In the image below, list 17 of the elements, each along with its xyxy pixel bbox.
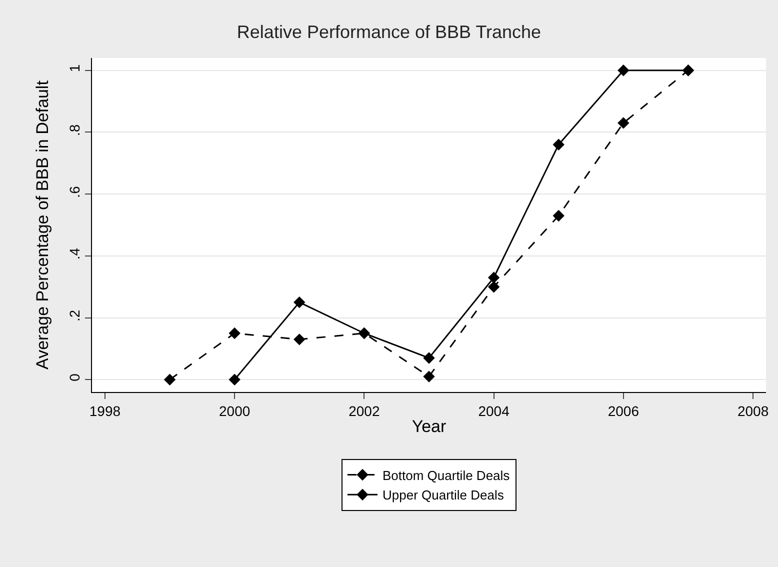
legend-label: Upper Quartile Deals: [382, 488, 504, 503]
y-tick-label: .6: [66, 186, 82, 198]
y-tick-label: .4: [66, 248, 82, 260]
x-axis-title: Year: [412, 417, 447, 436]
chart-title: Relative Performance of BBB Tranche: [236, 22, 542, 42]
y-tick-label: 1: [66, 64, 82, 72]
y-tick-label: .2: [66, 310, 82, 322]
x-tick-label: 2000: [219, 402, 250, 419]
y-axis-title: Average Percentage of BBB in Default: [33, 80, 52, 370]
y-tick-label: .8: [66, 124, 82, 136]
x-tick-label: 1998: [89, 402, 121, 419]
y-tick-label: 0: [66, 373, 82, 382]
x-tick-label: 2006: [608, 402, 640, 419]
x-tick-label: 2002: [348, 402, 380, 419]
x-tick-label: 2004: [478, 402, 510, 419]
legend-label: Bottom Quartile Deals: [382, 468, 510, 483]
x-tick-label: 2008: [737, 402, 769, 419]
